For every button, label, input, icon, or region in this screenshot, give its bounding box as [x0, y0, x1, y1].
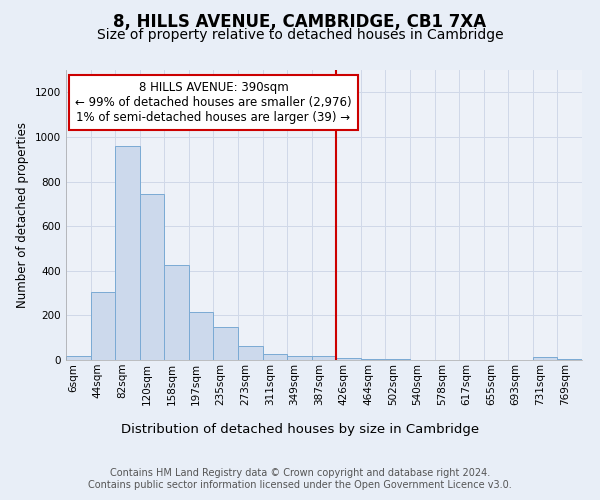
Bar	[164, 265, 189, 360]
Bar	[115, 146, 140, 360]
Bar	[66, 356, 91, 360]
Bar	[361, 359, 385, 360]
Text: Contains HM Land Registry data © Crown copyright and database right 2024.
Contai: Contains HM Land Registry data © Crown c…	[88, 468, 512, 490]
Bar	[238, 346, 263, 360]
Bar	[189, 312, 214, 360]
Text: 8, HILLS AVENUE, CAMBRIDGE, CB1 7XA: 8, HILLS AVENUE, CAMBRIDGE, CB1 7XA	[113, 12, 487, 30]
Bar	[336, 358, 361, 360]
Y-axis label: Number of detached properties: Number of detached properties	[16, 122, 29, 308]
Bar	[533, 357, 557, 360]
Text: Distribution of detached houses by size in Cambridge: Distribution of detached houses by size …	[121, 422, 479, 436]
Bar	[214, 326, 238, 360]
Bar	[312, 356, 336, 360]
Bar	[263, 354, 287, 360]
Bar	[557, 359, 582, 360]
Bar	[91, 292, 115, 360]
Text: Size of property relative to detached houses in Cambridge: Size of property relative to detached ho…	[97, 28, 503, 42]
Bar	[287, 356, 312, 360]
Text: 8 HILLS AVENUE: 390sqm
← 99% of detached houses are smaller (2,976)
1% of semi-d: 8 HILLS AVENUE: 390sqm ← 99% of detached…	[75, 81, 352, 124]
Bar	[140, 194, 164, 360]
